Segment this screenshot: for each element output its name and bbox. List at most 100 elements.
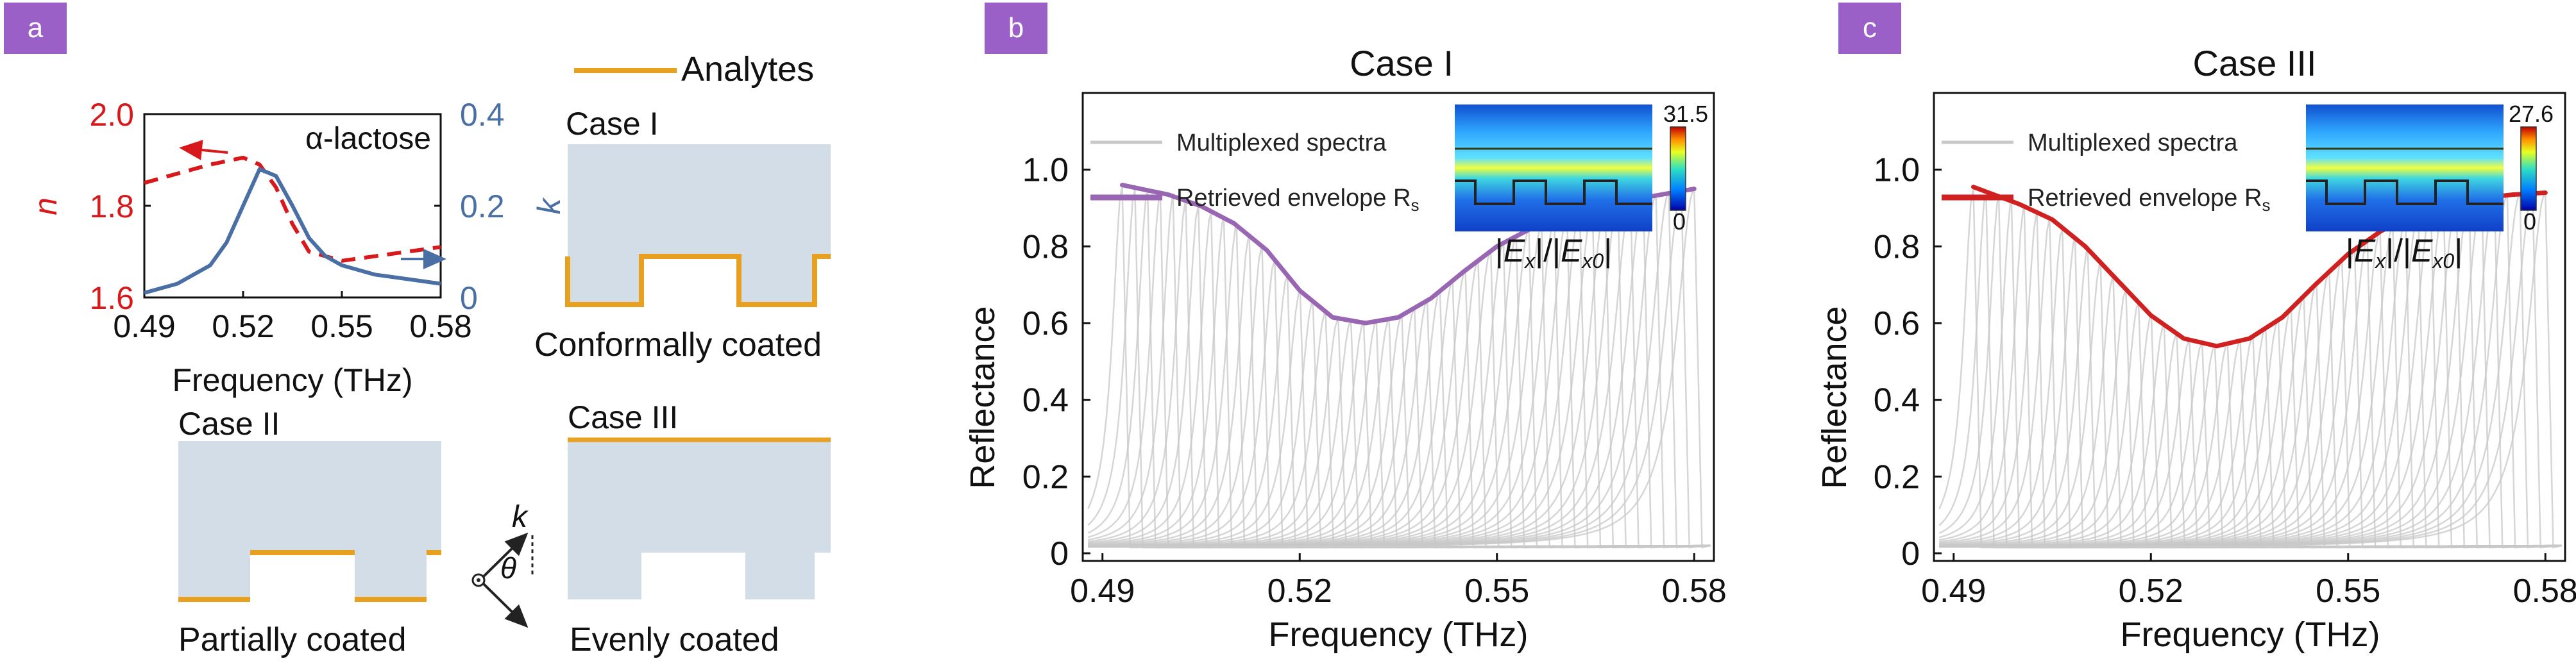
multiplexed-spectrum: [1088, 215, 1711, 549]
multiplexed-spectrum: [1939, 226, 2562, 549]
case2-title: Case II: [178, 406, 280, 442]
multiplexed-spectrum: [1939, 190, 2563, 549]
multiplexed-spectrum: [1087, 190, 1711, 549]
x-tick-label: 0.49: [1921, 572, 1986, 610]
inset-x-tick-label: 0.49: [113, 308, 175, 344]
inset-ticks: 0.49 0.52 0.55 0.58 1.6 1.8 2.0 0 0.2 0.4: [89, 97, 504, 344]
panel-b-title: Case I: [1350, 43, 1453, 83]
multiplexed-spectrum: [1939, 342, 2562, 549]
multiplexed-spectrum: [1088, 317, 1711, 549]
multiplexed-spectrum: [1939, 210, 2562, 549]
multiplexed-spectrum: [1939, 239, 2562, 549]
multiplexed-spectrum: [1939, 331, 2562, 549]
multiplexed-spectrum: [1088, 317, 1711, 549]
multiplexed-spectrum: [1939, 319, 2562, 549]
y-tick-label: 1.0: [1874, 152, 1920, 189]
y-tick-label: 0.6: [1022, 305, 1069, 342]
inset-left-tick-label: 1.8: [89, 188, 134, 224]
panel-b-legend: Multiplexed spectra Retrieved envelope R…: [1090, 129, 1419, 215]
x-tick-label: 0.52: [1267, 572, 1332, 610]
case1-title: Case I: [566, 106, 659, 142]
multiplexed-spectrum: [1939, 327, 2562, 549]
multiplexed-spectrum: [1939, 229, 2562, 549]
n-series-arrow: [179, 140, 228, 160]
multiplexed-spectrum: [1088, 199, 1711, 549]
case3-substrate: [568, 440, 831, 599]
y-tick-label: 0.8: [1022, 228, 1069, 265]
y-tick-label: 0.4: [1874, 382, 1920, 419]
case3-caption: Evenly coated: [570, 621, 779, 658]
panel-b-curves: [1087, 183, 1711, 549]
colorbar-min: 0: [1673, 208, 1686, 235]
inset-right-axis-label: k: [531, 197, 567, 215]
panel-c-curves: [1938, 185, 2563, 549]
multiplexed-spectrum: [1087, 193, 1711, 549]
inset-x-axis-label: Frequency (THz): [172, 362, 412, 398]
inset-left-tick-label: 1.6: [89, 280, 134, 316]
inset-left-axis-label: n: [28, 197, 64, 215]
incidence-geometry: k θ: [471, 500, 534, 628]
panel-b: b Case I 0.49 0.52 0.55 0.58 0 0.2 0.4 0.6 0.8 1.…: [963, 3, 1727, 654]
multiplexed-spectrum: [1088, 245, 1711, 549]
n-series-line: [144, 155, 441, 263]
x-tick-label: 0.49: [1070, 572, 1135, 610]
x-tick-label: 0.52: [2119, 572, 2183, 610]
colorbar: [2520, 126, 2537, 211]
multiplexed-spectrum: [1939, 218, 2562, 549]
y-tick-label: 0: [1901, 535, 1920, 572]
inset-left-tick-label: 2.0: [89, 97, 134, 133]
multiplexed-spectrum: [1939, 223, 2562, 549]
inset-lines: [144, 155, 441, 295]
multiplexed-spectrum: [1087, 192, 1711, 549]
case3-title: Case III: [568, 399, 678, 435]
inset-title: α-lactose: [305, 122, 431, 156]
y-tick-label: 0.4: [1022, 382, 1069, 419]
panel-b-plot-frame: [1081, 92, 1715, 562]
multiplexed-spectrum: [1939, 322, 2562, 549]
multiplexed-spectrum: [1939, 338, 2562, 549]
multiplexed-spectrum: [1088, 217, 1711, 549]
field-caption: |Ex|/|Ex0|: [1495, 233, 1612, 272]
field-map-grating: [2306, 180, 2504, 205]
multiplexed-spectrum: [1088, 319, 1711, 549]
multiplexed-spectrum: [1087, 185, 1711, 549]
multiplexed-spectrum: [1938, 196, 2562, 549]
panel-b-label: b: [1008, 12, 1024, 44]
k-symbol: k: [512, 500, 529, 534]
field-map: [2306, 104, 2504, 231]
panel-a-label: a: [28, 12, 44, 44]
k-vector-up: [479, 532, 529, 581]
multiplexed-spectrum: [1088, 225, 1711, 549]
panel-a: a 0.49 0.52 0.55 0.58 1.6 1.8 2.0 0 0.2 0.4 α-lac…: [4, 3, 831, 658]
panel-c-badge: [1838, 3, 1901, 54]
panel-b-badge: [985, 3, 1047, 54]
panel-b-x-axis-label: Frequency (THz): [1268, 615, 1528, 654]
inset-chart: 0.49 0.52 0.55 0.58 1.6 1.8 2.0 0 0.2 0.4 α-lacto…: [28, 97, 567, 398]
multiplexed-spectrum: [1088, 320, 1711, 549]
field-caption: |Ex|/|Ex0|: [2346, 233, 2462, 272]
field-map: [1455, 104, 1652, 231]
panel-b-ticks: 0.49 0.52 0.55 0.58 0 0.2 0.4 0.6 0.8 1.0: [1022, 152, 1727, 610]
multiplexed-spectrum: [1939, 338, 2562, 549]
field-map-grating: [1455, 180, 1652, 205]
multiplexed-spectrum: [1087, 185, 1711, 549]
multiplexed-spectrum: [1939, 217, 2562, 549]
y-tick-label: 0.2: [1874, 458, 1920, 496]
y-tick-label: 0.6: [1874, 305, 1920, 342]
x-tick-label: 0.55: [2316, 572, 2380, 610]
legend-multiplexed-label: Multiplexed spectra: [1176, 129, 1387, 156]
inset-right-tick-label: 0.2: [460, 188, 505, 224]
colorbar: [1670, 126, 1686, 211]
theta-symbol: θ: [500, 551, 516, 585]
legend-envelope-label: Retrieved envelope Rs: [1176, 185, 1419, 215]
multiplexed-spectrum: [1088, 233, 1711, 549]
panel-c-y-axis-label: Reflectance: [1815, 306, 1854, 488]
panel-c-legend: Multiplexed spectra Retrieved envelope R…: [1942, 129, 2270, 215]
case1-substrate: [568, 144, 831, 305]
analytes-legend-label: Analytes: [681, 50, 814, 88]
y-tick-label: 0.2: [1022, 458, 1069, 496]
multiplexed-spectrum: [1939, 341, 2562, 549]
panel-a-badge: [4, 3, 67, 54]
panel-c: c Case III 0.49 0.52 0.55 0.58 0 0.2 0.4 0.6 0.8…: [1815, 3, 2576, 654]
